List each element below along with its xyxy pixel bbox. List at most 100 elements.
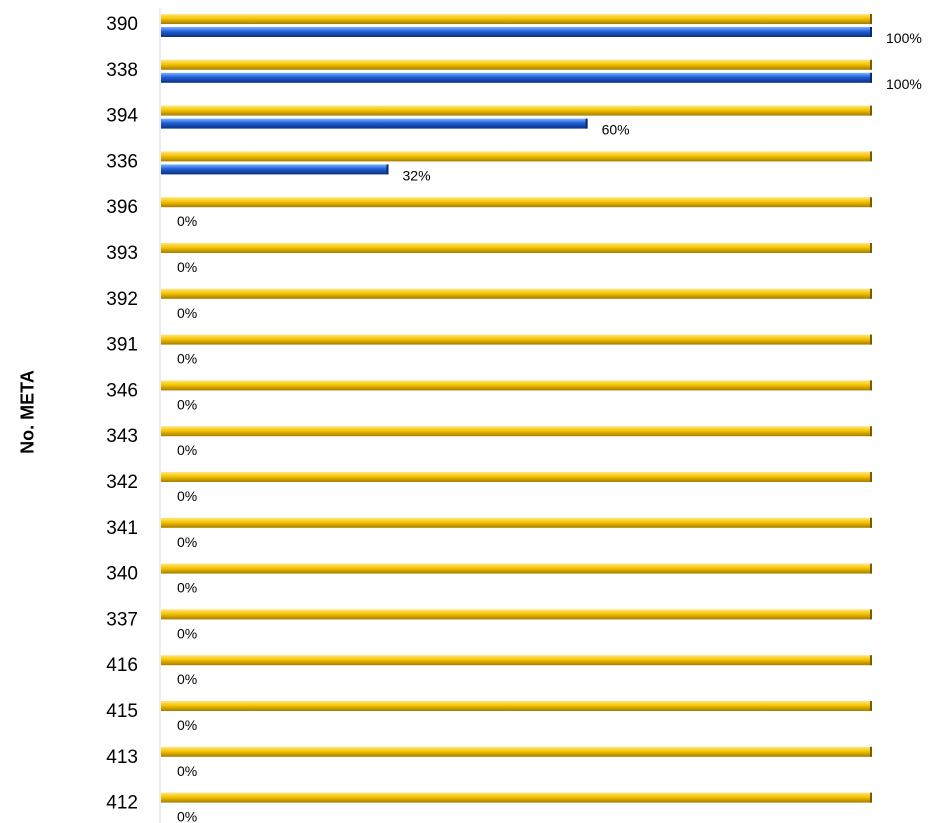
bar-end-cap (870, 517, 872, 528)
category-label: 336 (106, 151, 138, 172)
data-label: 0% (177, 580, 197, 596)
data-label: 0% (177, 488, 197, 504)
bar-body (161, 426, 872, 437)
bar-end-cap (870, 701, 872, 711)
progress-bar (161, 72, 872, 83)
category-label: 338 (106, 60, 138, 81)
bar-end-cap (870, 243, 872, 253)
data-label: 0% (177, 809, 197, 823)
bar-body (161, 197, 872, 208)
bar-body (161, 243, 872, 253)
data-label: 60% (602, 122, 630, 138)
bar-end-cap (870, 59, 872, 70)
bar-end-cap (870, 197, 872, 208)
data-label: 0% (177, 717, 197, 733)
bar-body (161, 609, 872, 620)
bar-end-cap (870, 472, 872, 482)
bar-end-cap (870, 105, 872, 116)
bar-body (161, 164, 389, 175)
goal-bar (161, 197, 872, 208)
data-label: 0% (177, 259, 197, 275)
category-label: 416 (106, 655, 138, 676)
bar-end-cap (870, 380, 872, 391)
bar-end-cap (870, 334, 872, 345)
data-label: 0% (177, 534, 197, 550)
bar-body (161, 27, 872, 37)
category-label: 337 (106, 609, 138, 630)
bar-body (161, 59, 872, 70)
data-label: 0% (177, 671, 197, 687)
category-label: 343 (106, 426, 138, 447)
goal-bar (161, 792, 872, 803)
bar-body (161, 118, 588, 129)
bar-end-cap (870, 655, 872, 666)
bar-body (161, 655, 872, 666)
value-labels: 100% 100% 60% 32% 0% 0% 0% 0% 0% 0% 0% 0% 0% 0% 0% 0% 0%… (177, 30, 922, 823)
goal-bar (161, 701, 872, 711)
data-label: 0% (177, 305, 197, 321)
bar-end-cap (870, 609, 872, 620)
category-label: 390 (106, 14, 138, 35)
data-label: 0% (177, 396, 197, 412)
bar-body (161, 563, 872, 574)
bar-end-cap (870, 746, 872, 757)
bar-body (161, 105, 872, 116)
category-label: 394 (106, 106, 138, 127)
category-label: 415 (106, 701, 138, 722)
bar-end-cap (870, 72, 872, 83)
progress-bar (161, 27, 872, 37)
bar-body (161, 380, 872, 391)
category-label: 392 (106, 289, 138, 310)
bar-body (161, 472, 872, 482)
data-label: 32% (403, 167, 431, 183)
goal-bar (161, 609, 872, 620)
goal-bar (161, 151, 872, 162)
category-label: 346 (106, 380, 138, 401)
progress-bar (161, 164, 389, 175)
category-label: 341 (106, 518, 138, 539)
bar-body (161, 746, 872, 757)
goal-bar (161, 334, 872, 345)
bar-body (161, 151, 872, 162)
bars-layer (161, 14, 872, 803)
bar-end-cap (870, 563, 872, 574)
bar-end-cap (870, 792, 872, 803)
goal-bar (161, 288, 872, 299)
bar-body (161, 334, 872, 345)
bar-end-cap (870, 151, 872, 162)
bar-body (161, 701, 872, 711)
bar-end-cap (870, 27, 872, 37)
category-label: 342 (106, 472, 138, 493)
progress-bar (161, 118, 588, 129)
y-axis-title: No. META (17, 370, 38, 454)
category-label: 340 (106, 564, 138, 585)
goal-bar (161, 105, 872, 116)
data-label: 100% (886, 76, 922, 92)
bar-end-cap (386, 164, 389, 175)
goal-bar (161, 517, 872, 528)
data-label: 0% (177, 351, 197, 367)
goal-bar (161, 380, 872, 391)
goal-bar (161, 14, 872, 24)
goal-bar (161, 655, 872, 666)
category-label: 412 (106, 793, 138, 814)
data-label: 100% (886, 30, 922, 46)
bar-end-cap (585, 118, 588, 129)
bar-body (161, 288, 872, 299)
goal-bar (161, 563, 872, 574)
category-label: 393 (106, 243, 138, 264)
category-label: 413 (106, 747, 138, 768)
bar-body (161, 517, 872, 528)
bar-end-cap (870, 426, 872, 437)
category-labels: 390 338 394 336 396 393 392 391 346 343 342 341 340 3… (106, 14, 138, 814)
bar-end-cap (870, 14, 872, 24)
category-label: 396 (106, 197, 138, 218)
data-label: 0% (177, 625, 197, 641)
data-label: 0% (177, 213, 197, 229)
data-label: 0% (177, 442, 197, 458)
data-label: 0% (177, 763, 197, 779)
bar-body (161, 14, 872, 24)
goal-bar (161, 59, 872, 70)
